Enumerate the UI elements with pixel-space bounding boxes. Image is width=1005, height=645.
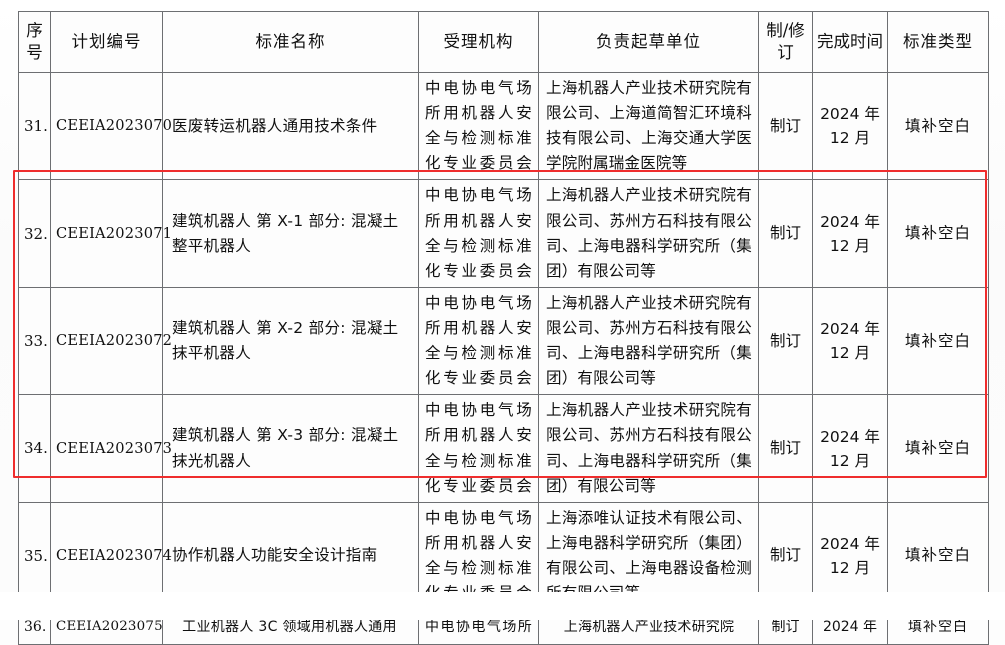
cell-standard-category: 填补空白 bbox=[887, 394, 989, 503]
table-row: 32. CEEIA2023071 建筑机器人 第 X-1 部分: 混凝土整平机器… bbox=[18, 179, 989, 288]
column-header-drafting-unit-label: 负责起草单位 bbox=[596, 31, 701, 51]
column-header-seq-label: 序号 bbox=[26, 20, 43, 62]
cell-revision-type: 制订 bbox=[758, 179, 813, 288]
cell-seq: 36. bbox=[18, 609, 51, 645]
column-header-standard-category: 标准类型 bbox=[887, 11, 989, 73]
cell-completion-time: 2024 年 12 月 bbox=[812, 394, 888, 503]
cell-accepting-org: 中电协电气场所 bbox=[418, 609, 539, 645]
cell-standard-name: 建筑机器人 第 X-3 部分: 混凝土抹光机器人 bbox=[162, 394, 419, 503]
cell-standard-name: 医废转运机器人通用技术条件 bbox=[162, 71, 419, 181]
cell-accepting-org: 中电协电气场所用机器人安全与检测标准化专业委员会 bbox=[418, 71, 539, 181]
table-header-row: 序号 计划编号 标准名称 受理机构 负责起草单位 制/修订 完成 bbox=[18, 11, 989, 73]
cell-drafting-unit: 上海机器人产业技术研究院有限公司、苏州方石科技有限公司、上海电器科学研究所（集团… bbox=[538, 179, 759, 288]
cell-revision-type: 制订 bbox=[758, 286, 813, 396]
cell-seq: 34. bbox=[18, 394, 51, 503]
cell-completion-time: 2024 年 12 月 bbox=[812, 286, 888, 396]
cell-drafting-unit: 上海机器人产业技术研究院 bbox=[538, 609, 759, 645]
cell-completion-time: 2024 年 bbox=[812, 609, 888, 645]
column-header-standard-category-label: 标准类型 bbox=[903, 31, 973, 51]
cell-drafting-unit: 上海机器人产业技术研究院有限公司、上海道简智汇环境科技有限公司、上海交通大学医学… bbox=[538, 71, 759, 181]
cell-standard-name: 协作机器人功能安全设计指南 bbox=[162, 501, 419, 611]
cell-plan-code: CEEIA2023074 bbox=[50, 501, 172, 611]
column-header-completion-time-label: 完成时间 bbox=[817, 31, 883, 51]
cell-plan-code: CEEIA2023073 bbox=[50, 394, 172, 503]
cell-drafting-unit: 上海添唯认证技术有限公司、上海电器科学研究所（集团）有限公司、上海电器设备检测所… bbox=[538, 501, 759, 611]
column-header-seq: 序号 bbox=[18, 11, 51, 73]
cell-standard-category: 填补空白 bbox=[887, 501, 989, 611]
cell-completion-time: 2024 年 12 月 bbox=[812, 179, 888, 288]
table-row: 35. CEEIA2023074 协作机器人功能安全设计指南 中电协电气场所用机… bbox=[18, 501, 989, 611]
table-row: 33. CEEIA2023072 建筑机器人 第 X-2 部分: 混凝土抹平机器… bbox=[18, 286, 989, 396]
cell-revision-type: 制订 bbox=[758, 394, 813, 503]
cell-seq: 32. bbox=[18, 179, 51, 288]
cell-seq: 35. bbox=[18, 501, 51, 611]
cell-standard-name: 建筑机器人 第 X-1 部分: 混凝土整平机器人 bbox=[162, 179, 419, 288]
cell-standard-category: 填补空白 bbox=[887, 71, 989, 181]
cell-plan-code: CEEIA2023070 bbox=[50, 71, 172, 181]
cell-standard-name: 工业机器人 3C 领域用机器人通用 bbox=[162, 609, 419, 645]
table-header: 序号 计划编号 标准名称 受理机构 负责起草单位 制/修订 完成 bbox=[18, 11, 989, 73]
cell-revision-type: 制订 bbox=[758, 71, 813, 181]
cell-standard-category: 填补空白 bbox=[887, 609, 989, 645]
cell-drafting-unit: 上海机器人产业技术研究院有限公司、苏州方石科技有限公司、上海电器科学研究所（集团… bbox=[538, 394, 759, 503]
column-header-plan-code: 计划编号 bbox=[50, 11, 163, 73]
column-header-revision-type: 制/修订 bbox=[758, 11, 813, 73]
column-header-standard-name-label: 标准名称 bbox=[255, 31, 326, 51]
cell-accepting-org: 中电协电气场所用机器人安全与检测标准化专业委员会 bbox=[418, 501, 539, 611]
column-header-plan-code-label: 计划编号 bbox=[71, 31, 142, 51]
cell-drafting-unit: 上海机器人产业技术研究院有限公司、苏州方石科技有限公司、上海电器科学研究所（集团… bbox=[538, 286, 759, 396]
cell-accepting-org: 中电协电气场所用机器人安全与检测标准化专业委员会 bbox=[418, 394, 539, 503]
cell-standard-name: 建筑机器人 第 X-2 部分: 混凝土抹平机器人 bbox=[162, 286, 419, 396]
table-body: 31. CEEIA2023070 医废转运机器人通用技术条件 中电协电气场所用机… bbox=[18, 71, 989, 645]
column-header-completion-time: 完成时间 bbox=[812, 11, 888, 73]
cell-accepting-org: 中电协电气场所用机器人安全与检测标准化专业委员会 bbox=[418, 286, 539, 396]
cell-revision-type: 制订 bbox=[758, 501, 813, 611]
table-row: 34. CEEIA2023073 建筑机器人 第 X-3 部分: 混凝土抹光机器… bbox=[18, 394, 989, 503]
cell-standard-category: 填补空白 bbox=[887, 179, 989, 288]
cell-plan-code: CEEIA2023075 bbox=[50, 609, 163, 645]
column-header-accepting-org-label: 受理机构 bbox=[443, 31, 514, 51]
cell-seq: 31. bbox=[18, 71, 51, 181]
cell-plan-code: CEEIA2023072 bbox=[50, 286, 172, 396]
cell-accepting-org: 中电协电气场所用机器人安全与检测标准化专业委员会 bbox=[418, 179, 539, 288]
column-header-drafting-unit: 负责起草单位 bbox=[538, 11, 759, 73]
cell-standard-category: 填补空白 bbox=[887, 286, 989, 396]
column-header-standard-name: 标准名称 bbox=[162, 11, 419, 73]
cell-revision-type: 制订 bbox=[758, 609, 813, 645]
table-row: 31. CEEIA2023070 医废转运机器人通用技术条件 中电协电气场所用机… bbox=[18, 71, 989, 181]
column-header-accepting-org: 受理机构 bbox=[418, 11, 539, 73]
cell-completion-time: 2024 年 12 月 bbox=[812, 71, 888, 181]
standards-plan-table: 序号 计划编号 标准名称 受理机构 负责起草单位 制/修订 完成 bbox=[18, 11, 989, 645]
cell-plan-code: CEEIA2023071 bbox=[50, 179, 172, 288]
cell-completion-time: 2024 年 12 月 bbox=[812, 501, 888, 611]
cell-seq: 33. bbox=[18, 286, 51, 396]
table-row: 36. CEEIA2023075 工业机器人 3C 领域用机器人通用 中电协电气… bbox=[18, 609, 989, 645]
column-header-revision-type-label: 制/修订 bbox=[766, 20, 805, 62]
